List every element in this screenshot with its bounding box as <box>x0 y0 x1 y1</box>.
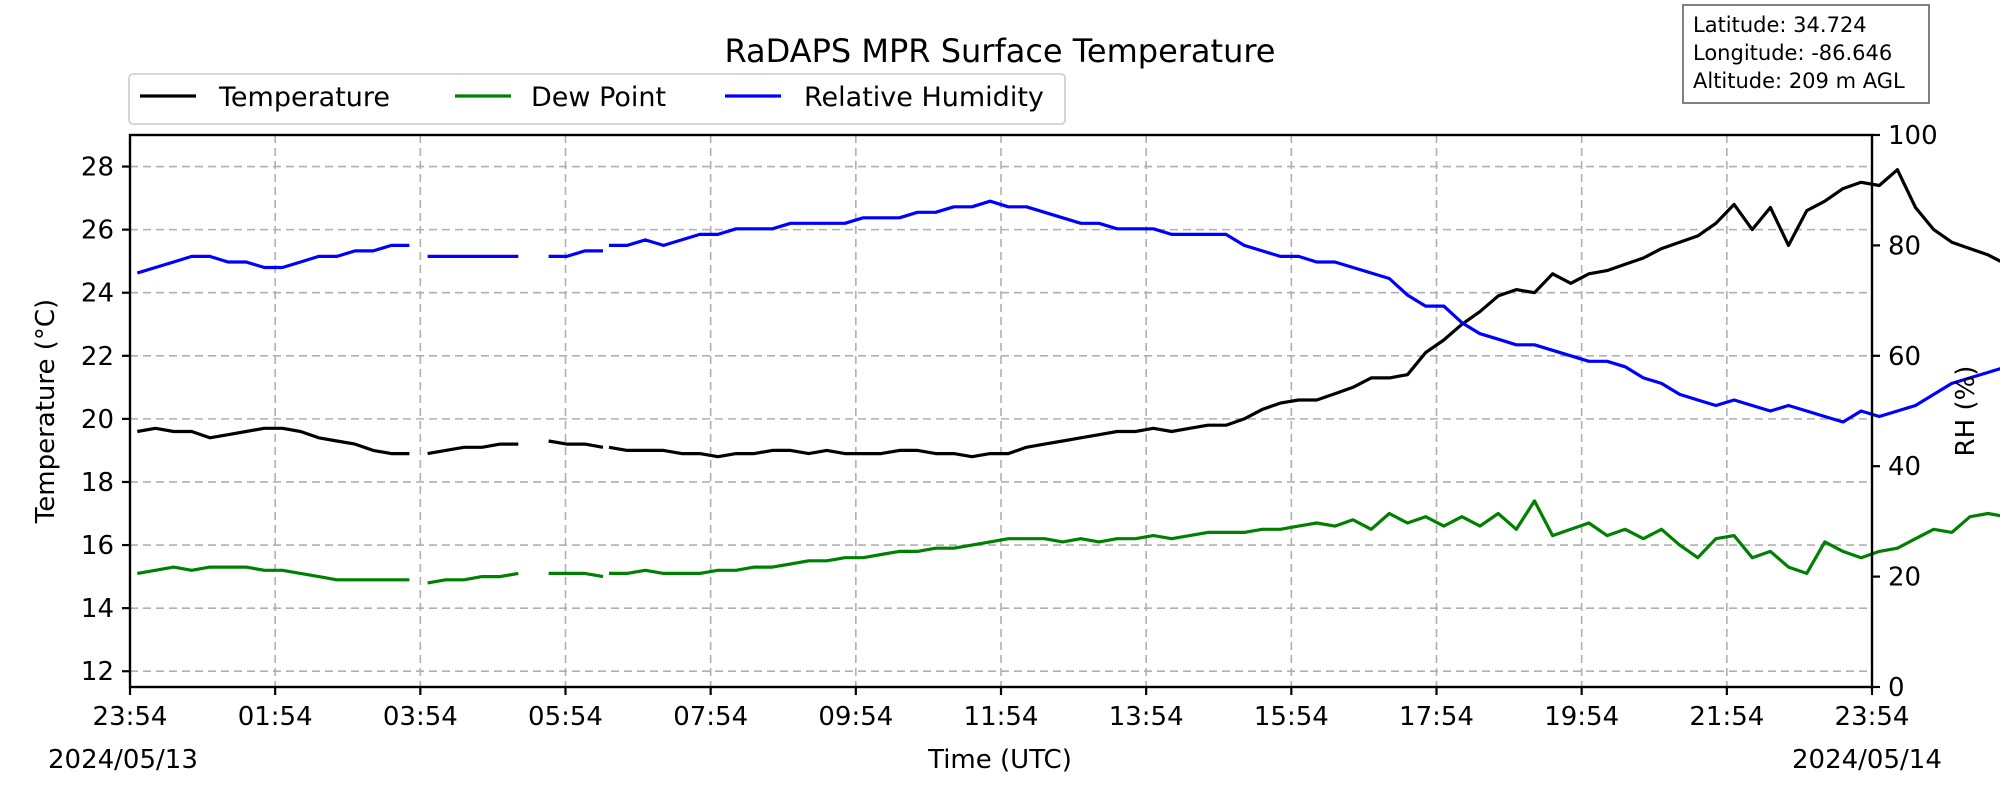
y-axis-right-label: RH (%) <box>1951 366 1981 457</box>
legend-box <box>128 73 1066 125</box>
info-box: Latitude: 34.724 Longitude: -86.646 Alti… <box>1682 4 1930 104</box>
temperature-line-segment-1 <box>137 426 410 456</box>
legend-label-temperature: Temperature <box>218 82 390 113</box>
y-right-tick-label: 40 <box>1888 452 1921 482</box>
y-right-tick-label: 60 <box>1888 342 1921 372</box>
temperature-line-segment-2 <box>427 442 519 456</box>
y-left-tick-label: 12 <box>81 657 114 687</box>
y-right-tick-label: 100 <box>1888 121 1938 151</box>
altitude-text: Altitude: 209 m AGL <box>1693 69 1905 93</box>
end-date-label: 2024/05/14 <box>1792 745 1942 775</box>
info-box-frame <box>1682 4 1930 104</box>
temperature-line-segment-4 <box>608 168 2000 459</box>
x-tick-label: 15:54 <box>1254 702 1329 732</box>
x-tick-label: 11:54 <box>964 702 1039 732</box>
x-tick-label: 23:54 <box>1835 702 1910 732</box>
x-tick-label: 01:54 <box>238 702 313 732</box>
y-left-tick-label: 14 <box>81 594 114 624</box>
x-axis-label: Time (UTC) <box>927 745 1072 775</box>
relative-humidity-line-segment-3 <box>548 249 603 258</box>
latitude-text: Latitude: 34.724 <box>1693 13 1867 37</box>
y-right-tick-label: 80 <box>1888 231 1921 261</box>
y-left-tick-label: 28 <box>81 153 114 183</box>
dew-point-line-segment-3 <box>548 571 604 579</box>
y-left-tick-label: 18 <box>81 468 114 498</box>
ticks-layer: 23:54 01:54 03:54 05:54 07:54 09:54 11:54 13:54… <box>81 121 1938 732</box>
y-left-tick-label: 16 <box>81 531 114 561</box>
longitude-text: Longitude: -86.646 <box>1693 41 1892 65</box>
legend-label-relative-humidity: Relative Humidity <box>804 82 1044 113</box>
x-tick-label: 05:54 <box>528 702 603 732</box>
dew-point-line-segment-2 <box>427 571 519 585</box>
y-left-tick-label: 20 <box>81 405 114 435</box>
temperature-line-segment-3 <box>548 439 604 449</box>
legend: Temperature Dew Point Relative Humidity <box>128 73 1066 125</box>
x-tick-label: 03:54 <box>383 702 458 732</box>
x-tick-label: 07:54 <box>673 702 748 732</box>
y-right-tick-label: 0 <box>1888 673 1905 703</box>
legend-label-dew-point: Dew Point <box>531 82 666 113</box>
x-tick-label: 09:54 <box>818 702 893 732</box>
x-tick-label: 17:54 <box>1399 702 1474 732</box>
relative-humidity-line-segment-4 <box>609 199 2000 424</box>
y-left-tick-label: 22 <box>81 342 114 372</box>
relative-humidity-line-segment-1 <box>136 243 410 275</box>
y-left-tick-label: 26 <box>81 216 114 246</box>
chart-title: RaDAPS MPR Surface Temperature <box>725 32 1276 70</box>
x-tick-label: 21:54 <box>1689 702 1764 732</box>
grid-layer <box>129 135 1873 687</box>
dew-point-line-segment-4 <box>609 499 2000 576</box>
dew-point-line-segment-1 <box>137 565 410 582</box>
series-layer <box>136 168 2000 585</box>
y-right-tick-label: 20 <box>1888 563 1921 593</box>
y-left-tick-label: 24 <box>81 279 114 309</box>
x-tick-label: 23:54 <box>93 702 168 732</box>
x-tick-label: 19:54 <box>1544 702 1619 732</box>
x-tick-label: 13:54 <box>1109 702 1184 732</box>
y-axis-left-label: Temperature (°C) <box>31 299 61 524</box>
start-date-label: 2024/05/13 <box>48 745 198 775</box>
